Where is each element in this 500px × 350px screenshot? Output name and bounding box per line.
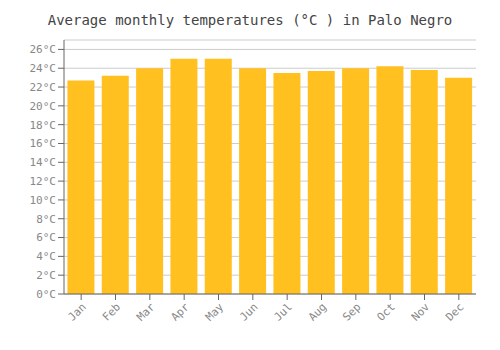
svg-text:Nov: Nov: [409, 300, 433, 324]
svg-text:20°C: 20°C: [30, 100, 57, 113]
svg-text:14°C: 14°C: [30, 156, 57, 169]
svg-text:Jun: Jun: [237, 300, 260, 323]
svg-text:2°C: 2°C: [36, 269, 56, 282]
svg-text:6°C: 6°C: [36, 231, 56, 244]
svg-text:Feb: Feb: [100, 300, 123, 323]
svg-text:26°C: 26°C: [30, 43, 57, 56]
svg-text:10°C: 10°C: [30, 194, 57, 207]
svg-text:Mar: Mar: [134, 300, 158, 324]
svg-text:Aug: Aug: [306, 300, 329, 323]
svg-text:0°C: 0°C: [36, 288, 56, 301]
svg-text:May: May: [203, 300, 227, 324]
html-text:Average monthly temperatures (: Average monthly temperatures (°C ) in Pa…: [47, 12, 453, 28]
svg-text:Sep: Sep: [340, 300, 363, 323]
svg-text:8°C: 8°C: [36, 213, 56, 226]
svg-text:12°C: 12°C: [30, 175, 57, 188]
svg-text:4°C: 4°C: [36, 250, 56, 263]
svg-text:Apr: Apr: [169, 300, 193, 324]
svg-text:Dec: Dec: [443, 300, 466, 323]
svg-text:16°C: 16°C: [30, 137, 57, 150]
svg-text:18°C: 18°C: [30, 119, 57, 132]
svg-text:24°C: 24°C: [30, 62, 57, 75]
svg-text:Oct: Oct: [375, 300, 398, 323]
svg-text:Jan: Jan: [66, 300, 89, 323]
svg-text:22°C: 22°C: [30, 81, 57, 94]
svg-text:Jul: Jul: [272, 300, 295, 323]
